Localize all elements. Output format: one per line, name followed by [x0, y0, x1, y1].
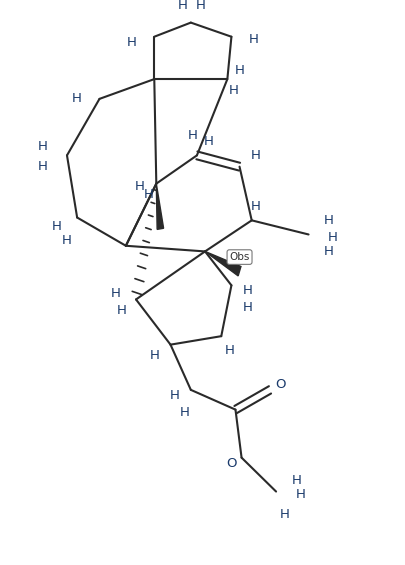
Text: H: H: [327, 231, 337, 244]
Text: O: O: [226, 457, 236, 470]
Text: H: H: [38, 160, 47, 173]
Text: H: H: [248, 33, 258, 46]
Text: H: H: [323, 214, 333, 227]
Text: H: H: [177, 0, 187, 12]
Text: H: H: [224, 344, 234, 357]
Text: H: H: [196, 0, 205, 12]
Text: H: H: [149, 349, 159, 363]
Text: H: H: [242, 301, 252, 315]
Text: H: H: [228, 84, 238, 97]
Text: H: H: [135, 180, 145, 193]
Text: H: H: [52, 219, 62, 233]
Text: H: H: [242, 284, 252, 298]
Text: H: H: [250, 149, 260, 162]
Text: H: H: [72, 92, 82, 106]
Text: H: H: [291, 473, 301, 487]
Text: H: H: [169, 389, 179, 402]
Text: H: H: [204, 134, 213, 148]
Text: H: H: [38, 140, 47, 154]
Text: O: O: [274, 377, 285, 391]
Text: H: H: [179, 406, 189, 419]
Text: H: H: [111, 287, 120, 301]
Text: H: H: [143, 188, 153, 202]
Text: H: H: [127, 36, 136, 49]
Polygon shape: [205, 251, 240, 276]
Text: H: H: [323, 245, 333, 258]
Polygon shape: [156, 184, 163, 229]
Text: H: H: [250, 199, 260, 213]
Text: H: H: [117, 304, 126, 318]
Text: H: H: [234, 64, 244, 77]
Text: H: H: [279, 507, 288, 521]
Text: H: H: [188, 129, 197, 142]
Text: Obs: Obs: [229, 252, 249, 262]
Text: H: H: [295, 488, 305, 501]
Text: H: H: [62, 233, 72, 247]
